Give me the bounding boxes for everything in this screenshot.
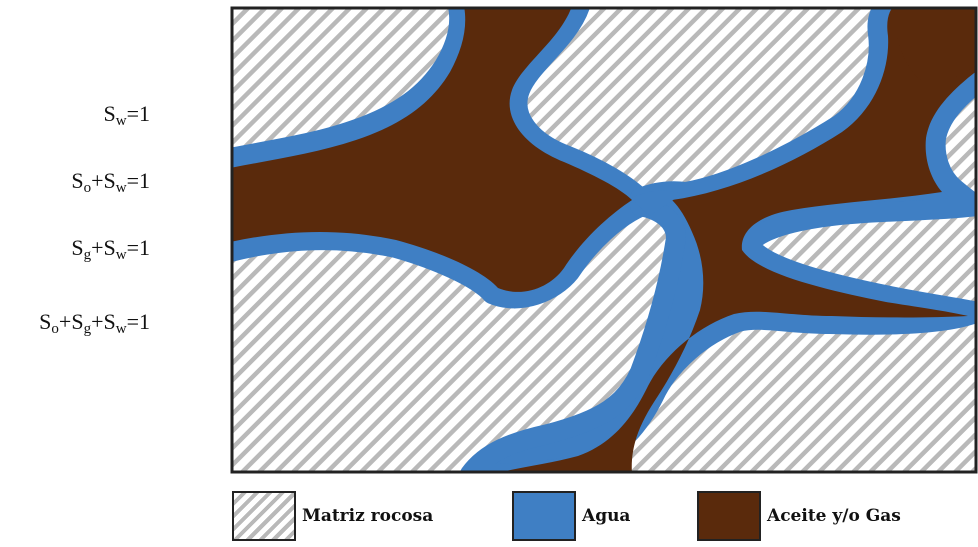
legend-label-water: Agua bbox=[582, 506, 631, 526]
diagram-frame bbox=[230, 6, 978, 474]
legend-label-rock: Matriz rocosa bbox=[302, 506, 434, 526]
equation-oil-water: So+Sw=1 bbox=[71, 168, 150, 196]
legend-swatch-oil-gas bbox=[697, 491, 761, 541]
equation-water-only: Sw=1 bbox=[103, 101, 150, 129]
oil-gas-bodies bbox=[232, 8, 976, 472]
water-throat bbox=[632, 190, 682, 216]
legend-item-water: Agua bbox=[512, 490, 630, 542]
oil-gas-upper-left bbox=[232, 8, 632, 292]
equation-gas-water: Sg+Sw=1 bbox=[71, 235, 150, 263]
legend-item-oil-gas: Aceite y/o Gas bbox=[697, 490, 901, 542]
oil-gas-top-right bbox=[894, 8, 976, 83]
legend-item-rock: Matriz rocosa bbox=[232, 490, 433, 542]
legend-swatch-rock bbox=[232, 491, 296, 541]
pore-space-diagram bbox=[230, 6, 978, 474]
equation-oil-gas-water: So+Sg+Sw=1 bbox=[39, 309, 150, 337]
oil-gas-channel bbox=[500, 8, 976, 472]
legend-swatch-water bbox=[512, 491, 576, 541]
legend-label-oil-gas: Aceite y/o Gas bbox=[767, 506, 901, 526]
